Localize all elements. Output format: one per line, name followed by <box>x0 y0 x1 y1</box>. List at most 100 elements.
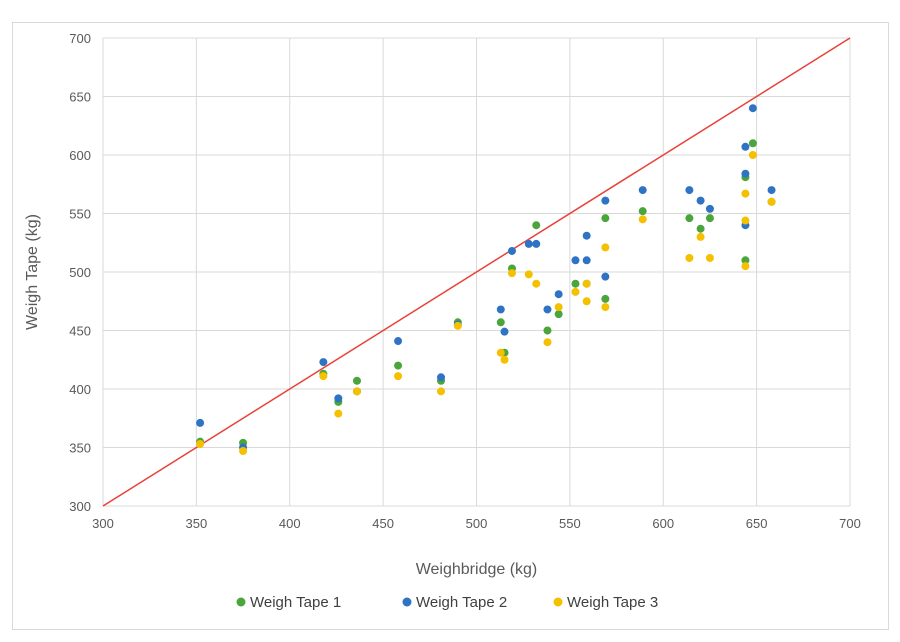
data-point <box>696 196 705 205</box>
data-point <box>196 439 205 448</box>
data-point <box>524 239 533 248</box>
legend: Weigh Tape 1 Weigh Tape 2 Weigh Tape 3 <box>236 594 658 611</box>
data-point <box>319 372 328 381</box>
data-point <box>319 358 328 367</box>
y-tick-label: 700 <box>69 31 91 46</box>
data-point <box>705 204 714 213</box>
data-point <box>352 376 361 385</box>
y-tick-label: 600 <box>69 148 91 163</box>
y-tick-label: 300 <box>69 499 91 514</box>
data-point <box>543 338 552 347</box>
series-weigh-tape-1 <box>196 139 776 447</box>
data-point <box>394 372 403 381</box>
data-point <box>571 287 580 296</box>
data-point <box>638 207 647 216</box>
x-tick-label: 500 <box>466 516 488 531</box>
data-point <box>748 104 757 113</box>
y-axis-ticks: 300 350 400 450 500 550 600 650 700 <box>69 31 91 514</box>
x-tick-label: 450 <box>372 516 394 531</box>
series-weigh-tape-2 <box>196 104 776 452</box>
data-point <box>748 151 757 159</box>
data-point <box>767 197 776 206</box>
scatter-chart: 300 350 400 450 500 550 600 650 700 300 350 400 450… <box>24 31 861 611</box>
data-point <box>554 310 563 319</box>
data-point <box>601 196 610 205</box>
data-point <box>437 373 446 382</box>
data-point <box>582 279 591 288</box>
y-axis-title: Weigh Tape (kg) <box>24 214 41 330</box>
legend-item: Weigh Tape 2 <box>402 594 507 611</box>
data-point <box>601 303 610 312</box>
data-point <box>500 327 509 336</box>
data-point <box>601 214 610 223</box>
data-point <box>543 305 552 314</box>
data-point <box>741 262 750 271</box>
data-point <box>582 256 591 265</box>
data-point <box>601 243 610 252</box>
data-point <box>453 321 462 330</box>
data-point <box>571 256 580 265</box>
data-point <box>696 232 705 241</box>
data-point <box>767 186 776 195</box>
data-point <box>696 224 705 233</box>
data-point <box>554 303 563 312</box>
data-point <box>196 418 205 427</box>
data-point <box>524 270 533 279</box>
data-point <box>638 215 647 224</box>
data-point <box>437 387 446 396</box>
x-tick-label: 300 <box>92 516 114 531</box>
data-point <box>748 139 757 148</box>
x-tick-label: 650 <box>746 516 768 531</box>
y-tick-label: 550 <box>69 207 91 222</box>
data-point <box>532 279 541 288</box>
data-point <box>741 256 750 265</box>
data-point <box>352 387 361 396</box>
data-point <box>532 239 541 248</box>
data-point <box>239 447 248 456</box>
legend-label: Weigh Tape 1 <box>250 594 341 611</box>
data-point <box>685 214 694 223</box>
data-point <box>685 253 694 262</box>
data-point <box>334 394 343 403</box>
data-point <box>334 409 343 418</box>
chart-frame: 300 350 400 450 500 550 600 650 700 300 350 400 450… <box>12 22 889 630</box>
data-point <box>582 297 591 306</box>
data-point <box>571 279 580 288</box>
legend-marker <box>402 597 412 607</box>
data-point <box>496 305 505 314</box>
data-points <box>196 104 776 456</box>
data-point <box>507 246 516 255</box>
data-point <box>500 355 509 364</box>
x-tick-label: 600 <box>652 516 674 531</box>
data-point <box>741 169 750 178</box>
data-point <box>496 348 505 357</box>
data-point <box>685 186 694 195</box>
data-point <box>638 186 647 195</box>
x-tick-label: 400 <box>279 516 301 531</box>
y-tick-label: 450 <box>69 324 91 339</box>
data-point <box>741 189 750 198</box>
data-point <box>496 318 505 327</box>
data-point <box>705 253 714 262</box>
data-point <box>741 216 750 225</box>
legend-label: Weigh Tape 2 <box>416 594 507 611</box>
legend-label: Weigh Tape 3 <box>567 594 658 611</box>
data-point <box>741 142 750 151</box>
series-weigh-tape-3 <box>196 151 776 456</box>
data-point <box>601 294 610 303</box>
reference-line-y-equals-x <box>102 37 851 507</box>
data-point <box>507 269 516 278</box>
x-tick-label: 700 <box>839 516 861 531</box>
data-point <box>394 361 403 370</box>
x-tick-label: 550 <box>559 516 581 531</box>
legend-marker <box>553 597 563 607</box>
legend-item: Weigh Tape 1 <box>236 594 341 611</box>
x-tick-label: 350 <box>186 516 208 531</box>
data-point <box>394 337 403 346</box>
data-point <box>582 231 591 240</box>
data-point <box>532 221 541 230</box>
data-point <box>554 290 563 299</box>
y-tick-label: 400 <box>69 382 91 397</box>
y-tick-label: 650 <box>69 90 91 105</box>
legend-item: Weigh Tape 3 <box>553 594 658 611</box>
